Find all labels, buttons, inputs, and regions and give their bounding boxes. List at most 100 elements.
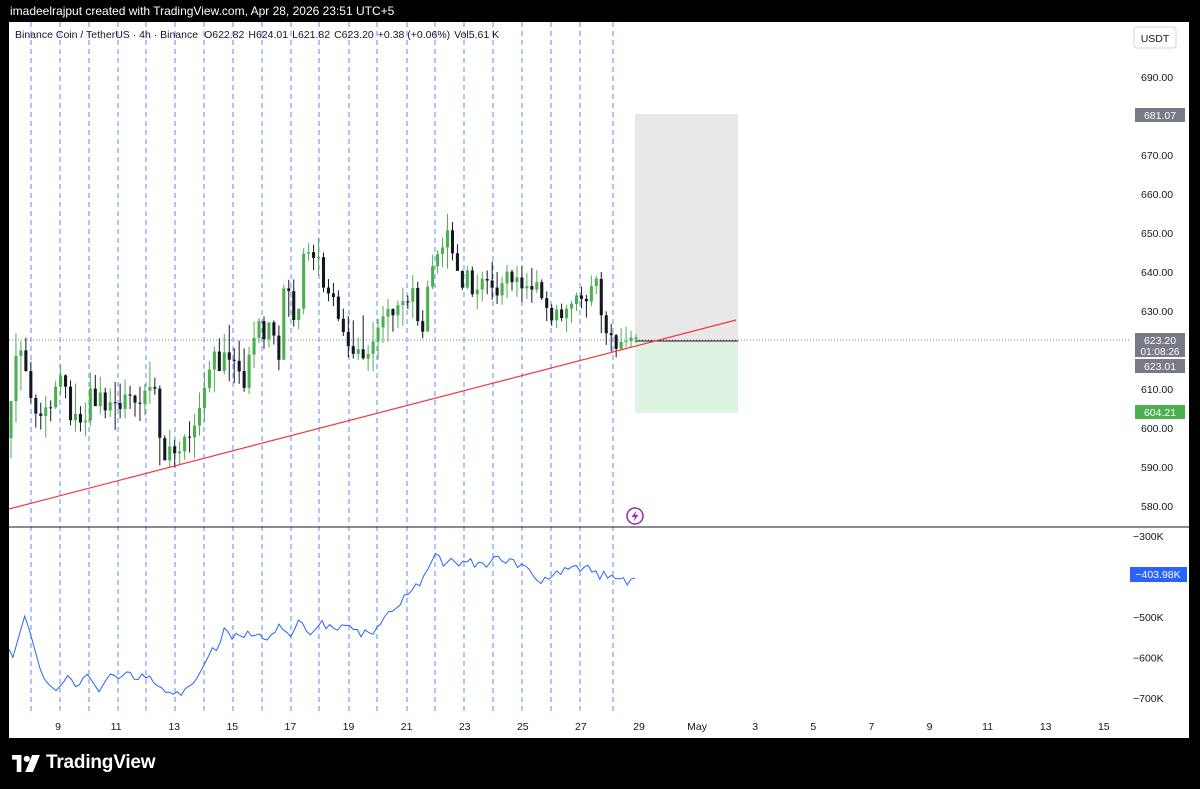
stop-zone[interactable] bbox=[635, 341, 738, 413]
candle-body bbox=[64, 375, 68, 387]
candle-body bbox=[356, 349, 360, 354]
candle-body bbox=[614, 335, 618, 349]
time-tick-label: 27 bbox=[575, 721, 587, 733]
candle-body bbox=[34, 397, 38, 414]
candle-body bbox=[257, 321, 261, 338]
candle-countdown: 01:08:26 bbox=[1141, 347, 1180, 358]
indicator-axis[interactable]: −300K −500K −600K −700K bbox=[1133, 531, 1164, 705]
candle-body bbox=[391, 309, 395, 316]
candle-body bbox=[272, 322, 276, 336]
candle-body bbox=[9, 401, 13, 439]
tradingview-icon bbox=[12, 754, 40, 772]
candle-body bbox=[207, 369, 211, 388]
candle-body bbox=[54, 386, 58, 408]
candle-body bbox=[237, 360, 241, 372]
candle-body bbox=[336, 296, 340, 319]
candle-body bbox=[525, 286, 529, 289]
alert-lightning-icon[interactable] bbox=[626, 507, 644, 525]
time-tick-label: 15 bbox=[226, 721, 238, 733]
svg-text:623.01: 623.01 bbox=[1144, 361, 1176, 373]
candle-body bbox=[168, 446, 172, 461]
candle-body bbox=[326, 287, 330, 294]
candle-body bbox=[192, 425, 197, 438]
candle-body bbox=[49, 407, 53, 409]
candle-body bbox=[505, 271, 509, 284]
indicator-tick-label: −300K bbox=[1133, 531, 1164, 543]
time-tick-label: 11 bbox=[111, 721, 122, 733]
price-tick-label: 590.00 bbox=[1141, 462, 1173, 474]
candle-body bbox=[485, 279, 489, 281]
indicator-tick-label: −600K bbox=[1133, 652, 1164, 664]
price-tick-label: 660.00 bbox=[1141, 189, 1173, 201]
candle-body bbox=[624, 341, 628, 343]
candle-body bbox=[619, 341, 623, 349]
candle-body bbox=[282, 288, 286, 360]
time-tick-label: 23 bbox=[459, 721, 471, 733]
candle-body bbox=[297, 308, 301, 320]
candle-body bbox=[108, 402, 112, 411]
footer: TradingView bbox=[0, 738, 1200, 789]
price-tick-label: 600.00 bbox=[1141, 423, 1173, 435]
candle-body bbox=[287, 288, 291, 292]
candle-body bbox=[450, 230, 455, 254]
candle-body bbox=[565, 308, 569, 319]
candle-body bbox=[317, 257, 321, 259]
svg-text:681.07: 681.07 bbox=[1144, 110, 1176, 122]
chart-canvas[interactable]: Binance Coin / TetherUS · 4h · Binance O6… bbox=[8, 22, 1189, 738]
candle-body bbox=[143, 390, 147, 404]
candle-body bbox=[445, 230, 450, 248]
price-tick-label: 610.00 bbox=[1141, 384, 1173, 396]
price-tick-label: 650.00 bbox=[1141, 228, 1173, 240]
candle-body bbox=[302, 253, 306, 309]
time-tick-label: 17 bbox=[285, 721, 297, 733]
time-tick-label: 25 bbox=[517, 721, 529, 733]
candle-body bbox=[540, 282, 544, 299]
candle-body bbox=[133, 395, 137, 403]
candle-body bbox=[510, 271, 514, 283]
target-zone[interactable] bbox=[635, 114, 738, 341]
time-tick-label: 13 bbox=[168, 721, 180, 733]
time-tick-label: 3 bbox=[752, 721, 758, 733]
candle-body bbox=[480, 278, 484, 290]
currency-button[interactable] bbox=[1133, 26, 1177, 49]
candle-body bbox=[88, 388, 92, 421]
candle-body bbox=[178, 451, 182, 454]
candle-body bbox=[634, 337, 638, 340]
time-tick-label: 11 bbox=[982, 721, 993, 733]
last-price-badge: 623.20 01:08:26 bbox=[1135, 333, 1185, 358]
candle-body bbox=[545, 298, 549, 308]
brand-name: TradingView bbox=[46, 752, 156, 773]
candle-body bbox=[371, 341, 375, 354]
candle-body bbox=[411, 287, 415, 302]
time-tick-label: 15 bbox=[1098, 721, 1110, 733]
candle-body bbox=[39, 413, 43, 416]
price-tick-label: 640.00 bbox=[1141, 267, 1173, 279]
candle-body bbox=[173, 446, 177, 454]
candle-body bbox=[292, 291, 296, 320]
candle-body bbox=[589, 286, 593, 302]
candle-body bbox=[609, 333, 613, 336]
target-price-badge: 681.07 bbox=[1135, 108, 1185, 122]
candle-body bbox=[103, 392, 107, 411]
time-tick-label: 5 bbox=[810, 721, 816, 733]
candle-body bbox=[416, 287, 420, 322]
candle-body bbox=[197, 408, 202, 426]
candle-body bbox=[98, 392, 102, 407]
trendline[interactable] bbox=[8, 319, 737, 510]
price-tick-label: 630.00 bbox=[1141, 306, 1173, 318]
time-axis[interactable]: 9 11 13 15 17 19 21 23 25 27 29 May 3 5 7 9 11 13 15 bbox=[55, 721, 1110, 733]
price-axis[interactable]: 690.00 670.00 660.00 650.00 640.00 630.00 610.… bbox=[1141, 72, 1173, 513]
candle-body bbox=[118, 403, 122, 409]
candle-body bbox=[222, 352, 226, 372]
candle-body bbox=[113, 402, 117, 404]
candle-body bbox=[550, 307, 554, 321]
time-tick-label: 29 bbox=[633, 721, 645, 733]
symbol-legend[interactable]: Binance Coin / TetherUS · 4h · Binance O6… bbox=[15, 29, 499, 41]
candle-body bbox=[14, 355, 18, 402]
candle-body bbox=[252, 337, 256, 355]
chart-panel: Binance Coin / TetherUS · 4h · Binance O6… bbox=[8, 22, 1189, 738]
tradingview-logo[interactable]: TradingView bbox=[12, 752, 156, 774]
indicator-value-badge: −403.98K bbox=[1130, 567, 1187, 582]
time-tick-label: 13 bbox=[1040, 721, 1052, 733]
candle-body bbox=[401, 301, 405, 306]
